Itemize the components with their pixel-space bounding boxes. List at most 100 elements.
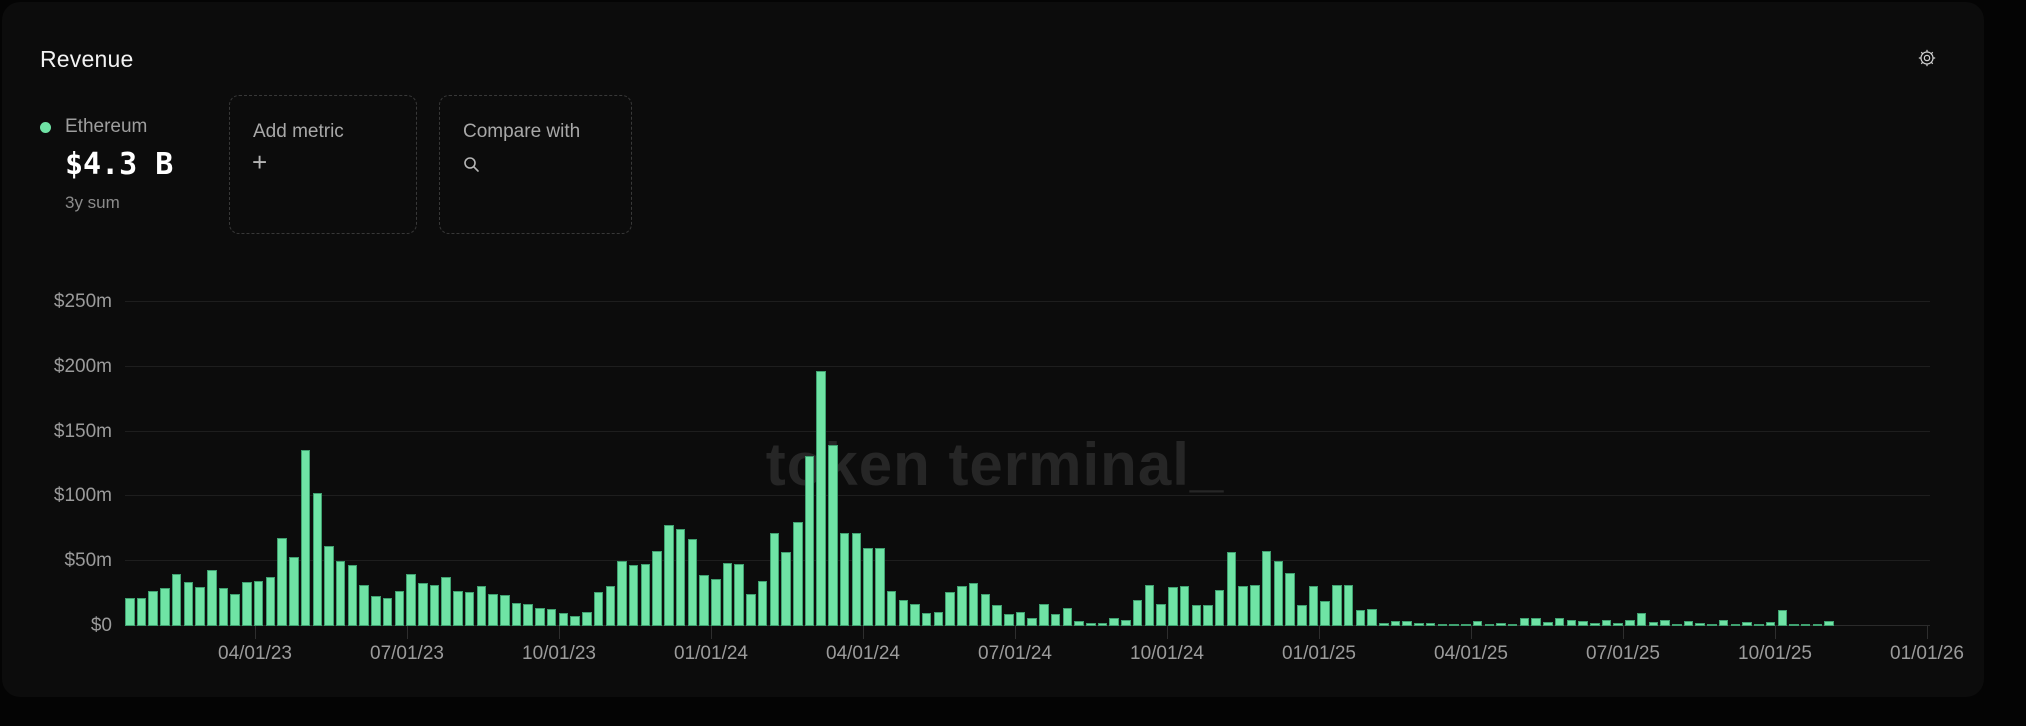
revenue-bar[interactable] (406, 574, 416, 626)
revenue-bar[interactable] (371, 596, 381, 626)
revenue-bar[interactable] (980, 593, 991, 626)
revenue-bar[interactable] (136, 597, 147, 626)
revenue-bar[interactable] (933, 611, 944, 626)
revenue-bar[interactable] (1191, 605, 1202, 626)
revenue-bar[interactable] (218, 588, 229, 626)
revenue-bar[interactable] (675, 528, 686, 626)
revenue-bar[interactable] (1226, 552, 1237, 626)
revenue-bar[interactable] (1144, 584, 1155, 626)
revenue-bar[interactable] (148, 591, 158, 626)
revenue-bar[interactable] (1718, 619, 1729, 626)
revenue-bar[interactable] (453, 591, 463, 626)
revenue-bar[interactable] (1097, 623, 1108, 626)
revenue-bar[interactable] (1273, 561, 1284, 626)
revenue-bar[interactable] (546, 609, 557, 626)
revenue-bar[interactable] (617, 561, 627, 626)
revenue-bar[interactable] (1425, 623, 1436, 626)
revenue-bar[interactable] (699, 575, 709, 626)
revenue-bar[interactable] (1214, 589, 1225, 626)
revenue-bar[interactable] (921, 613, 932, 626)
revenue-bar[interactable] (1261, 550, 1272, 626)
revenue-bar[interactable] (1238, 585, 1248, 626)
revenue-bar[interactable] (1086, 623, 1096, 626)
revenue-bar[interactable] (1332, 584, 1342, 626)
revenue-bar[interactable] (1742, 622, 1752, 626)
revenue-bar[interactable] (863, 548, 873, 626)
revenue-bar[interactable] (851, 532, 862, 626)
revenue-bar[interactable] (1437, 624, 1448, 626)
revenue-bar[interactable] (253, 580, 264, 626)
revenue-bar[interactable] (1531, 618, 1541, 626)
revenue-bar[interactable] (1156, 603, 1166, 626)
revenue-bar[interactable] (418, 583, 428, 626)
revenue-bar[interactable] (664, 524, 674, 626)
revenue-bar[interactable] (1507, 624, 1518, 626)
revenue-bar[interactable] (277, 537, 287, 626)
revenue-bar[interactable] (722, 562, 733, 626)
revenue-bar[interactable] (382, 597, 393, 626)
revenue-bar[interactable] (558, 613, 569, 626)
revenue-bar[interactable] (1461, 624, 1471, 626)
revenue-bar[interactable] (1039, 603, 1049, 626)
revenue-bar[interactable] (160, 588, 170, 626)
compare-with-button[interactable]: Compare with (439, 95, 632, 234)
revenue-bar[interactable] (464, 592, 475, 626)
revenue-bar[interactable] (300, 449, 311, 626)
revenue-bar[interactable] (1683, 620, 1694, 626)
revenue-bar[interactable] (1250, 584, 1260, 626)
revenue-bar[interactable] (1379, 623, 1389, 626)
revenue-bar[interactable] (1484, 624, 1495, 626)
revenue-bar[interactable] (312, 492, 323, 626)
revenue-bar[interactable] (945, 592, 955, 626)
revenue-bar[interactable] (1050, 614, 1061, 626)
revenue-bar[interactable] (394, 591, 405, 626)
revenue-bar[interactable] (968, 583, 979, 626)
revenue-bar[interactable] (898, 600, 909, 626)
revenue-bar[interactable] (1203, 605, 1213, 626)
revenue-bar[interactable] (1109, 618, 1119, 626)
revenue-bar[interactable] (1765, 622, 1776, 626)
revenue-bar[interactable] (1730, 624, 1741, 626)
revenue-bar[interactable] (1824, 620, 1834, 626)
revenue-bar[interactable] (1613, 623, 1623, 626)
revenue-bar[interactable] (125, 597, 135, 626)
revenue-bar[interactable] (523, 603, 533, 626)
revenue-bar[interactable] (1648, 622, 1659, 626)
revenue-bar[interactable] (875, 548, 885, 626)
revenue-bar[interactable] (1062, 607, 1073, 626)
revenue-bar[interactable] (230, 593, 240, 626)
revenue-bar[interactable] (429, 584, 440, 626)
revenue-bar[interactable] (1402, 620, 1412, 626)
revenue-bar[interactable] (195, 587, 205, 626)
revenue-bar[interactable] (1672, 624, 1682, 626)
revenue-bar[interactable] (1449, 624, 1459, 626)
revenue-bar[interactable] (1601, 619, 1612, 626)
add-metric-button[interactable]: Add metric + (229, 95, 417, 234)
revenue-bar[interactable] (1343, 584, 1354, 626)
revenue-bar[interactable] (804, 456, 815, 626)
revenue-bar[interactable] (476, 585, 487, 626)
revenue-bar[interactable] (1543, 622, 1553, 626)
revenue-bar[interactable] (1355, 610, 1366, 626)
revenue-bar[interactable] (1132, 600, 1143, 626)
revenue-bar[interactable] (242, 581, 252, 626)
revenue-bar[interactable] (781, 552, 791, 626)
revenue-bar[interactable] (1695, 623, 1705, 626)
revenue-bar[interactable] (839, 532, 850, 626)
revenue-bar[interactable] (734, 563, 744, 626)
revenue-bar[interactable] (816, 370, 826, 626)
revenue-bar[interactable] (1179, 585, 1190, 626)
revenue-bar[interactable] (1367, 609, 1377, 626)
revenue-bar[interactable] (500, 594, 510, 626)
revenue-bar[interactable] (1004, 614, 1014, 626)
revenue-bar[interactable] (910, 603, 920, 626)
revenue-bar[interactable] (582, 611, 592, 626)
revenue-bar[interactable] (1519, 618, 1530, 626)
revenue-bar[interactable] (1590, 623, 1600, 626)
revenue-bar[interactable] (1297, 605, 1307, 626)
revenue-bar[interactable] (347, 565, 358, 626)
revenue-bar[interactable] (640, 563, 651, 626)
revenue-bar[interactable] (1578, 620, 1588, 626)
revenue-bar[interactable] (1472, 620, 1483, 626)
revenue-bar[interactable] (207, 570, 217, 626)
